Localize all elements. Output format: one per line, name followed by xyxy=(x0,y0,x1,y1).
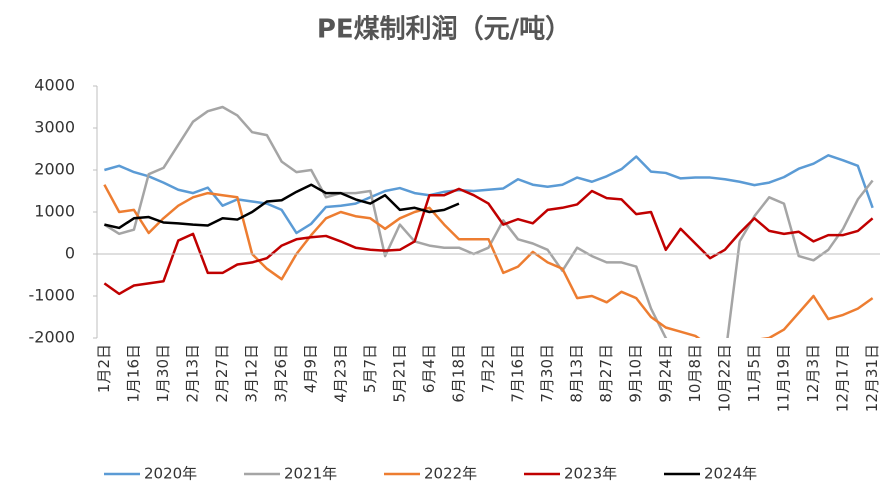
x-tick-label: 6月18日 xyxy=(449,344,467,403)
x-tick-label: 10月8日 xyxy=(686,344,704,403)
x-tick-label: 11月5日 xyxy=(745,344,763,403)
x-tick-label: 6月4日 xyxy=(420,344,438,393)
series-line xyxy=(103,184,874,338)
x-tick-label: 7月30日 xyxy=(538,344,556,403)
legend-label: 2020年 xyxy=(144,465,197,483)
y-tick-label: 0 xyxy=(65,244,75,263)
x-tick-label: 2月13日 xyxy=(184,344,202,403)
x-tick-label: 1月30日 xyxy=(154,344,172,403)
legend-label: 2023年 xyxy=(564,465,617,483)
legend-label: 2021年 xyxy=(284,465,337,483)
x-tick-label: 8月27日 xyxy=(597,344,615,403)
x-tick-label: 8月13日 xyxy=(568,344,586,403)
x-tick-label: 1月2日 xyxy=(95,344,113,393)
y-tick-label: 1000 xyxy=(34,202,75,221)
y-tick-label: 3000 xyxy=(34,118,75,137)
x-tick-label: 12月3日 xyxy=(804,344,822,403)
chart-title: PE煤制利润（元/吨） xyxy=(317,14,571,45)
y-tick-label: -2000 xyxy=(29,328,76,347)
x-tick-label: 11月19日 xyxy=(774,344,792,412)
series-line xyxy=(104,183,460,230)
x-tick-label: 9月10日 xyxy=(627,344,645,403)
x-tick-label: 9月24日 xyxy=(656,344,674,403)
x-tick-label: 7月2日 xyxy=(479,344,497,393)
series-line xyxy=(103,187,874,296)
x-tick-label: 3月12日 xyxy=(243,344,261,403)
legend-label: 2024年 xyxy=(704,465,757,483)
x-tick-label: 12月31日 xyxy=(863,344,881,412)
x-tick-label: 4月9日 xyxy=(302,344,320,393)
x-tick-label: 12月17日 xyxy=(834,344,852,412)
legend-label: 2022年 xyxy=(424,465,477,483)
plot-area xyxy=(103,105,874,338)
x-tick-label: 4月23日 xyxy=(331,344,349,403)
series-line xyxy=(104,154,874,235)
x-tick-label: 5月21日 xyxy=(390,344,408,403)
x-tick-label: 10月22日 xyxy=(715,344,733,412)
x-tick-label: 7月16日 xyxy=(509,344,527,403)
y-tick-label: -1000 xyxy=(29,286,76,305)
x-tick-label: 2月27日 xyxy=(213,344,231,403)
x-tick-label: 3月26日 xyxy=(272,344,290,403)
x-tick-label: 1月16日 xyxy=(124,344,142,403)
y-tick-label: 2000 xyxy=(34,160,75,179)
series-line xyxy=(103,105,874,338)
x-tick-label: 5月7日 xyxy=(361,344,379,393)
y-tick-label: 4000 xyxy=(34,76,75,95)
